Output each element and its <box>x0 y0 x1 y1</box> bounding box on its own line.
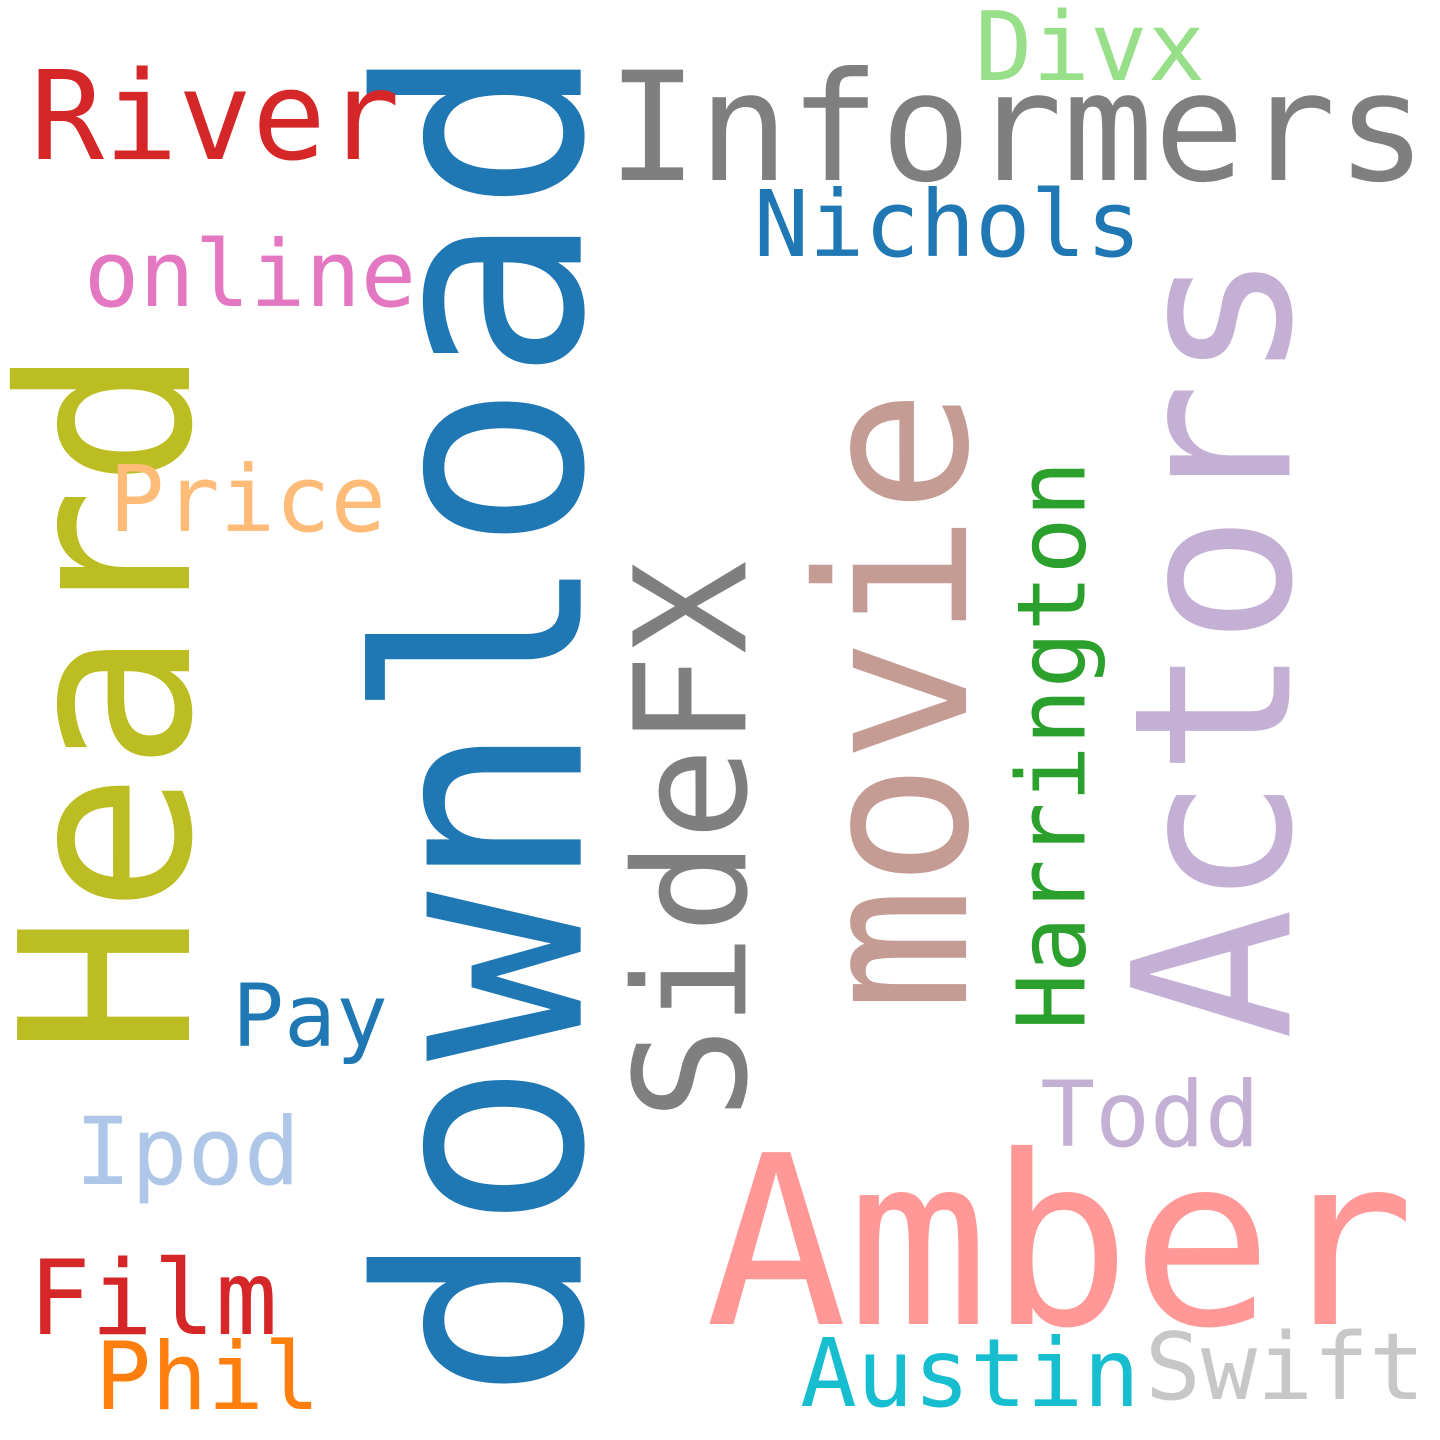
word-film: Film <box>28 1239 278 1360</box>
word-sidefx: SideFX <box>601 560 783 1120</box>
word-phil: Phil <box>94 1322 321 1432</box>
word-todd: Todd <box>1040 1061 1260 1169</box>
word-nichols: Nichols <box>753 171 1142 278</box>
word-informers: Informers <box>606 38 1428 216</box>
word-movie: movie <box>774 388 1016 1012</box>
word-harrington: Harrington <box>997 460 1108 1030</box>
word-price: Price <box>109 446 386 553</box>
word-austin: Austin <box>800 1319 1140 1429</box>
word-ipod: Ipod <box>74 1097 301 1207</box>
word-river: River <box>29 45 401 189</box>
word-actors: Actors <box>1086 250 1342 1040</box>
word-divx: Divx <box>974 0 1206 103</box>
word-online: online <box>83 221 417 328</box>
word-pay: Pay <box>232 967 388 1068</box>
word-swift: Swift <box>1144 1312 1426 1421</box>
word-amber: Amber <box>705 1104 1415 1380</box>
